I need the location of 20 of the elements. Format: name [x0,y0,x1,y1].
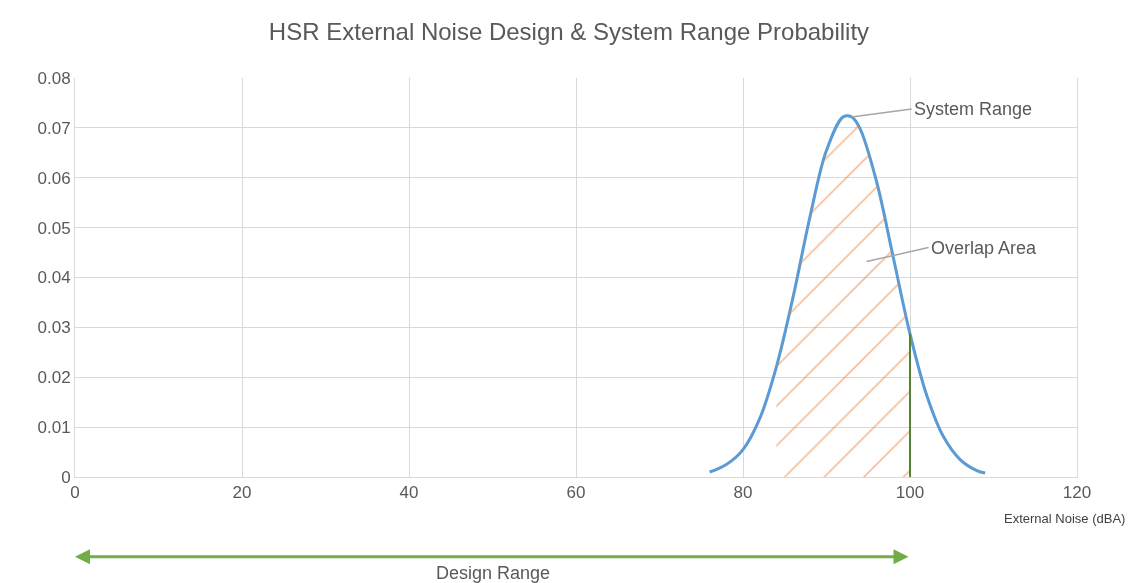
chart-title: HSR External Noise Design & System Range Probability [268,18,870,46]
y-tick-label: 0.08 [37,68,71,88]
x-tick-label: 20 [232,483,252,503]
y-tick-label: 0.05 [37,218,71,238]
y-tick-label: 0.01 [37,418,71,438]
text: Design Range [436,563,551,583]
y-tick-label: 0.03 [37,318,71,338]
y-tick-label: 0 [61,467,71,487]
y-tick-label: 0.04 [37,268,71,288]
x-tick-label: 60 [566,483,586,503]
x-tick-label: 40 [399,483,419,503]
x-axis-title: External Noise (dBA) [1004,511,1126,526]
y-tick-label: 0.06 [37,168,71,188]
annotation: Overlap Area [931,238,1038,258]
x-tick-label: 120 [1062,483,1092,503]
annotation: System Range [914,99,1033,119]
y-tick-label: 0.02 [37,368,71,388]
x-tick-label: 100 [895,483,925,503]
y-tick-label: 0.07 [37,118,71,138]
x-tick-label: 80 [733,483,753,503]
